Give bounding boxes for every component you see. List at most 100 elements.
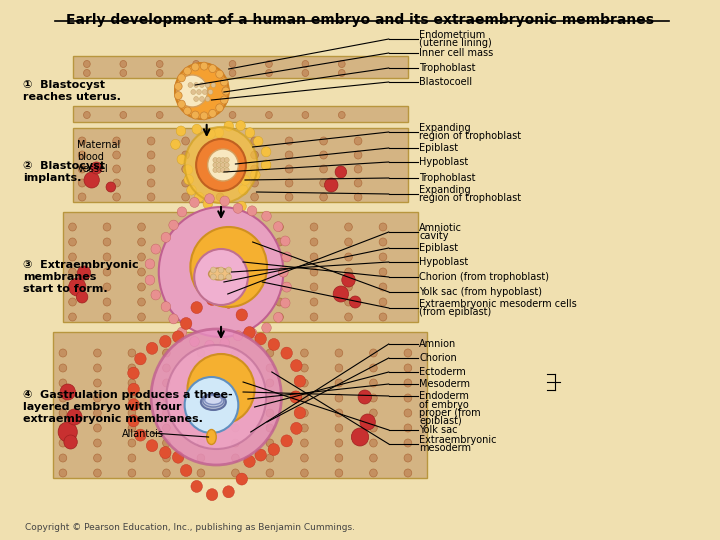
Circle shape: [68, 253, 76, 261]
Circle shape: [369, 394, 377, 402]
Ellipse shape: [204, 395, 222, 404]
Circle shape: [216, 165, 224, 173]
Circle shape: [189, 336, 199, 347]
Circle shape: [208, 90, 213, 94]
Circle shape: [177, 207, 186, 217]
Circle shape: [379, 268, 387, 276]
Circle shape: [68, 238, 76, 246]
Circle shape: [285, 137, 293, 145]
Circle shape: [128, 409, 136, 417]
Circle shape: [59, 454, 67, 462]
Circle shape: [237, 201, 246, 211]
Circle shape: [404, 469, 412, 477]
Circle shape: [266, 409, 274, 417]
Circle shape: [300, 469, 308, 477]
Text: ②  Blastocyst
implants.: ② Blastocyst implants.: [22, 161, 104, 183]
Circle shape: [266, 349, 274, 357]
Circle shape: [206, 129, 215, 139]
Circle shape: [197, 379, 204, 387]
Circle shape: [163, 454, 170, 462]
Circle shape: [172, 223, 180, 231]
Circle shape: [78, 151, 86, 159]
Circle shape: [127, 367, 139, 379]
Circle shape: [148, 165, 155, 173]
Circle shape: [404, 439, 412, 447]
Circle shape: [197, 349, 204, 357]
Circle shape: [128, 379, 136, 387]
Circle shape: [232, 394, 239, 402]
Circle shape: [379, 223, 387, 231]
Circle shape: [320, 137, 328, 145]
Circle shape: [247, 206, 257, 216]
Circle shape: [163, 394, 170, 402]
Circle shape: [172, 451, 184, 463]
Circle shape: [59, 439, 67, 447]
Circle shape: [379, 298, 387, 306]
Circle shape: [207, 313, 215, 321]
Circle shape: [209, 65, 217, 72]
Circle shape: [335, 364, 343, 372]
Circle shape: [285, 165, 293, 173]
Circle shape: [68, 223, 76, 231]
Circle shape: [158, 207, 284, 337]
Text: Chorion: Chorion: [420, 353, 457, 363]
Text: Trophoblast: Trophoblast: [420, 173, 476, 183]
Circle shape: [291, 422, 302, 434]
Circle shape: [266, 70, 272, 77]
Circle shape: [84, 70, 90, 77]
Circle shape: [216, 193, 224, 201]
Circle shape: [233, 204, 243, 213]
Circle shape: [404, 364, 412, 372]
Circle shape: [177, 154, 186, 164]
Circle shape: [335, 166, 346, 178]
Circle shape: [172, 268, 180, 276]
Circle shape: [310, 298, 318, 306]
Circle shape: [232, 349, 239, 357]
Circle shape: [266, 394, 274, 402]
Circle shape: [168, 314, 179, 324]
Circle shape: [240, 176, 250, 185]
Circle shape: [120, 70, 127, 77]
Circle shape: [213, 163, 217, 167]
Circle shape: [166, 345, 266, 449]
Circle shape: [192, 111, 199, 119]
Circle shape: [156, 70, 163, 77]
Circle shape: [300, 394, 308, 402]
Circle shape: [266, 424, 274, 432]
Circle shape: [172, 283, 180, 291]
Circle shape: [225, 158, 229, 163]
Circle shape: [369, 454, 377, 462]
Circle shape: [236, 309, 248, 321]
Circle shape: [266, 439, 274, 447]
Circle shape: [335, 394, 343, 402]
Ellipse shape: [207, 429, 216, 444]
Circle shape: [186, 185, 197, 195]
Circle shape: [251, 165, 258, 173]
Circle shape: [189, 198, 199, 207]
Text: Blastocoell: Blastocoell: [420, 77, 472, 87]
Circle shape: [222, 296, 234, 308]
Circle shape: [184, 127, 258, 203]
Circle shape: [128, 349, 136, 357]
Circle shape: [160, 447, 171, 458]
Text: Expanding: Expanding: [420, 185, 471, 195]
Circle shape: [68, 298, 76, 306]
Circle shape: [59, 409, 67, 417]
Circle shape: [138, 223, 145, 231]
Circle shape: [59, 364, 67, 372]
Circle shape: [251, 193, 258, 201]
Circle shape: [302, 60, 309, 68]
Circle shape: [266, 454, 274, 462]
Circle shape: [59, 349, 67, 357]
Circle shape: [78, 179, 86, 187]
Circle shape: [193, 70, 199, 77]
Circle shape: [335, 439, 343, 447]
Circle shape: [310, 238, 318, 246]
Circle shape: [345, 268, 352, 276]
Text: Extraembryonic mesoderm cells: Extraembryonic mesoderm cells: [420, 299, 577, 309]
Circle shape: [199, 83, 204, 87]
Circle shape: [379, 283, 387, 291]
Circle shape: [177, 75, 207, 107]
Circle shape: [369, 349, 377, 357]
Circle shape: [58, 422, 77, 442]
